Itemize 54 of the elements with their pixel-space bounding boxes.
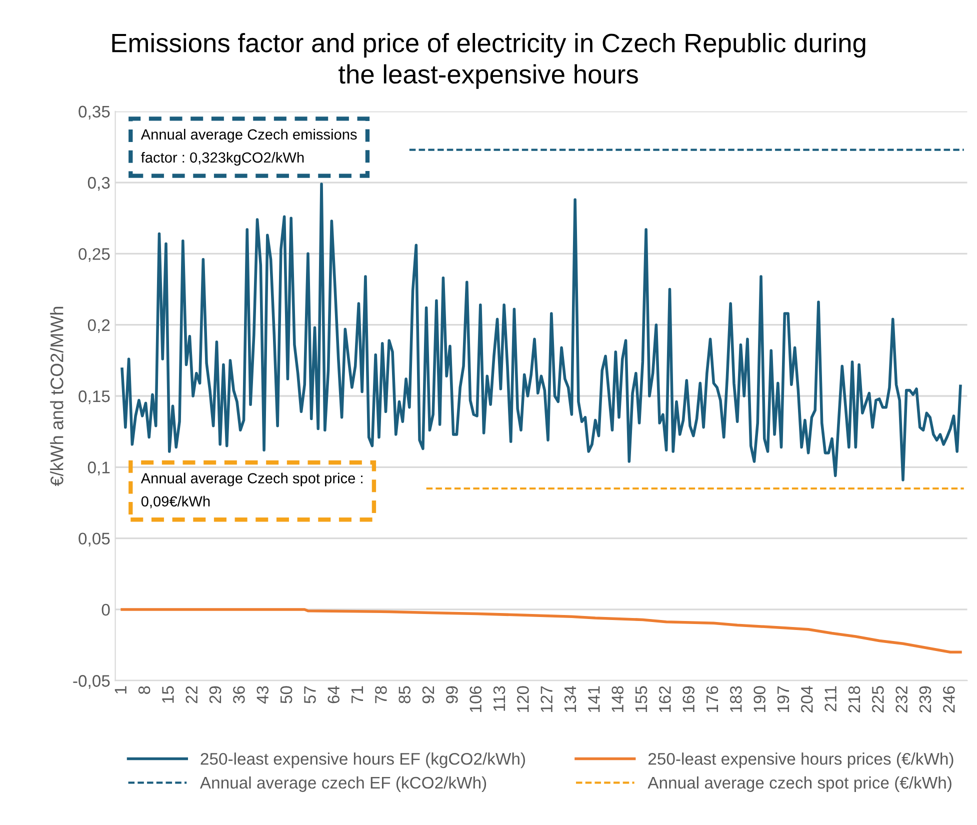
x-tick-label: 197: [777, 686, 790, 712]
x-tick-label: 225: [872, 686, 884, 712]
y-tick-label: 0,15: [78, 390, 110, 404]
y-tick-label: 0,25: [78, 248, 110, 262]
x-tick-label: 22: [186, 686, 198, 704]
x-tick-label: 211: [824, 686, 836, 712]
x-tick-label: 106: [470, 686, 482, 712]
legend-label: 250-least expensive hours prices (€/kWh): [648, 752, 954, 768]
x-tick-label: 50: [280, 686, 292, 704]
x-tick-label: 1: [114, 686, 126, 694]
x-tick-label: 64: [328, 686, 340, 704]
line-series: [120, 608, 962, 654]
y-tick-label: 0: [102, 604, 110, 616]
x-tick-label: 190: [754, 686, 766, 712]
legend-label: Annual average czech EF (kCO2/kWh): [200, 776, 486, 792]
x-tick-label: 127: [540, 686, 552, 712]
x-tick-label: 218: [848, 686, 860, 712]
x-tick-label: 113: [493, 686, 506, 711]
x-tick-label: 246: [943, 686, 955, 712]
x-tick-label: 29: [209, 686, 222, 704]
y-tick-label: 0,1: [88, 462, 110, 476]
x-tick-label: 99: [446, 686, 458, 704]
x-tick-label: 92: [422, 686, 434, 704]
y-tick-label: 0,05: [78, 532, 110, 546]
y-axis-title: €/kWh and tCO2/MWh: [50, 306, 64, 486]
y-tick-label: 0,3: [88, 176, 110, 191]
x-tick-label: 141: [588, 686, 600, 712]
chart-title: Emissions factor and price of electricity in Czech Republic during the least-expensive hours: [112, 33, 866, 89]
x-tick-label: 155: [636, 686, 648, 712]
x-tick-label: 169: [682, 686, 694, 712]
x-tick-label: 204: [801, 686, 813, 712]
x-tick-label: 176: [706, 686, 718, 712]
y-tick-label: 0,2: [88, 319, 110, 334]
x-tick-label: 57: [304, 686, 316, 704]
x-tick-label: 120: [517, 686, 529, 712]
x-tick-label: 78: [375, 686, 387, 704]
annotation: Annual average Czech spot price : 0,09€/kWh: [140, 472, 362, 508]
x-tick-label: 232: [896, 686, 908, 712]
x-tick-label: 36: [233, 686, 245, 704]
y-tick-label: -0,05: [73, 675, 110, 689]
x-tick-label: 239: [919, 686, 932, 712]
x-tick-label: 162: [659, 686, 671, 712]
x-tick-label: 43: [256, 686, 269, 704]
x-tick-label: 71: [352, 686, 364, 704]
x-tick-label: 148: [612, 686, 624, 712]
x-tick-label: 134: [564, 686, 576, 712]
legend-label: 250-least expensive hours EF (kgCO2/kWh): [200, 752, 525, 768]
legend-label: Annual average czech spot price (€/kWh): [648, 776, 952, 792]
x-tick-label: 85: [398, 686, 411, 704]
x-tick-label: 15: [162, 686, 174, 703]
x-tick-label: 8: [138, 686, 150, 694]
y-tick-label: 0,35: [78, 106, 110, 120]
annotation: Annual average Czech emissions factor : 0,323kgCO2/kWh: [140, 128, 357, 166]
x-tick-label: 183: [730, 686, 742, 712]
